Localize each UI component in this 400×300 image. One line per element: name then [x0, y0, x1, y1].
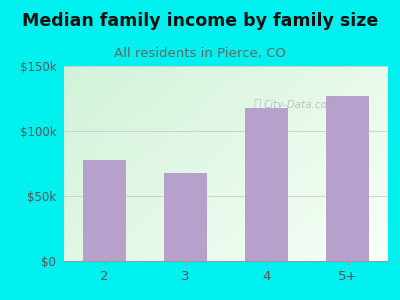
Bar — [164, 172, 206, 261]
Text: ⓘ: ⓘ — [253, 98, 260, 112]
Text: All residents in Pierce, CO: All residents in Pierce, CO — [114, 46, 286, 59]
Bar — [84, 160, 126, 261]
Text: City-Data.com: City-Data.com — [264, 100, 338, 110]
Text: Median family income by family size: Median family income by family size — [22, 12, 378, 30]
Bar — [246, 108, 288, 261]
Bar — [326, 96, 368, 261]
